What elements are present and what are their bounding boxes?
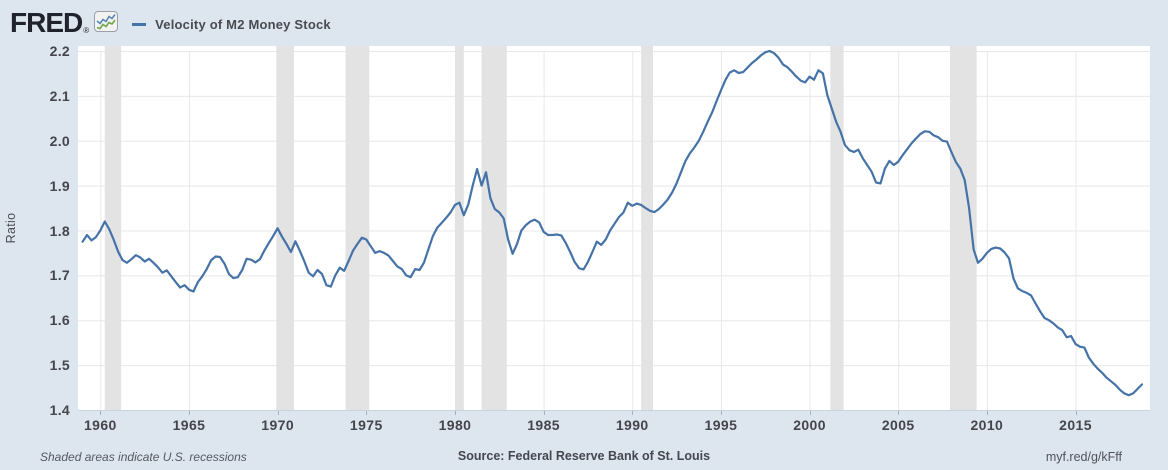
x-tick-mark <box>986 411 988 415</box>
registered-trademark: ® <box>83 26 90 35</box>
y-tick-label: 2.0 <box>49 132 70 149</box>
recession-band <box>641 46 654 411</box>
x-tick-mark <box>809 411 811 415</box>
x-tick-label: 2015 <box>1059 417 1092 433</box>
x-tick-label: 2000 <box>793 417 826 433</box>
x-tick-label: 1985 <box>527 417 560 433</box>
recession-band <box>949 46 977 411</box>
x-tick-mark <box>543 411 545 415</box>
plot-background <box>78 46 1150 411</box>
recession-band <box>830 46 844 411</box>
x-tick-label: 1975 <box>349 417 383 433</box>
legend: Velocity of M2 Money Stock <box>132 17 331 32</box>
x-tick-label: 1990 <box>615 417 649 433</box>
header: FRED ® Velocity of M2 Money Stock <box>10 6 331 40</box>
fred-logo[interactable]: FRED ® <box>10 8 89 38</box>
x-tick-label: 1970 <box>261 417 295 433</box>
y-tick-label: 1.7 <box>49 267 70 284</box>
source-text: Source: Federal Reserve Bank of St. Loui… <box>457 449 711 463</box>
y-tick-label: 1.4 <box>49 402 70 418</box>
y-tick-label: 2.1 <box>49 87 70 104</box>
recession-note: Shaded areas indicate U.S. recessions <box>40 450 247 464</box>
recession-band <box>276 46 294 411</box>
y-tick-label: 1.5 <box>49 357 70 374</box>
legend-series-label: Velocity of M2 Money Stock <box>155 16 331 32</box>
sparkline-icon <box>94 11 119 37</box>
y-tick-label: 2.2 <box>49 43 70 59</box>
legend-line-swatch <box>132 22 147 26</box>
x-tick-mark <box>188 411 190 415</box>
y-tick-label: 1.6 <box>49 312 70 329</box>
recession-band <box>454 46 464 411</box>
x-tick-mark <box>1075 411 1077 415</box>
data-line <box>81 49 1144 397</box>
x-tick-label: 2010 <box>970 417 1004 433</box>
shortlink[interactable]: myf.red/g/kFff <box>1045 450 1122 464</box>
x-tick-mark <box>720 411 722 415</box>
x-tick-mark <box>454 411 456 415</box>
x-tick-mark <box>100 411 102 415</box>
y-tick-label: 1.9 <box>49 177 70 194</box>
x-tick-mark <box>898 411 900 415</box>
recession-band <box>345 46 370 411</box>
x-tick-label: 1995 <box>704 417 738 433</box>
y-tick-label: 1.8 <box>49 222 70 239</box>
x-tick-mark <box>277 411 279 415</box>
x-tick-label: 2005 <box>881 417 915 433</box>
recession-band <box>104 46 122 411</box>
x-tick-label: 1965 <box>172 417 206 433</box>
x-tick-label: 1960 <box>83 417 117 433</box>
x-tick-mark <box>366 411 368 415</box>
recession-band <box>481 46 507 411</box>
x-tick-mark <box>632 411 634 415</box>
fred-logo-text: FRED <box>10 7 83 38</box>
plot-area <box>78 46 1150 411</box>
x-tick-label: 1980 <box>438 417 472 433</box>
